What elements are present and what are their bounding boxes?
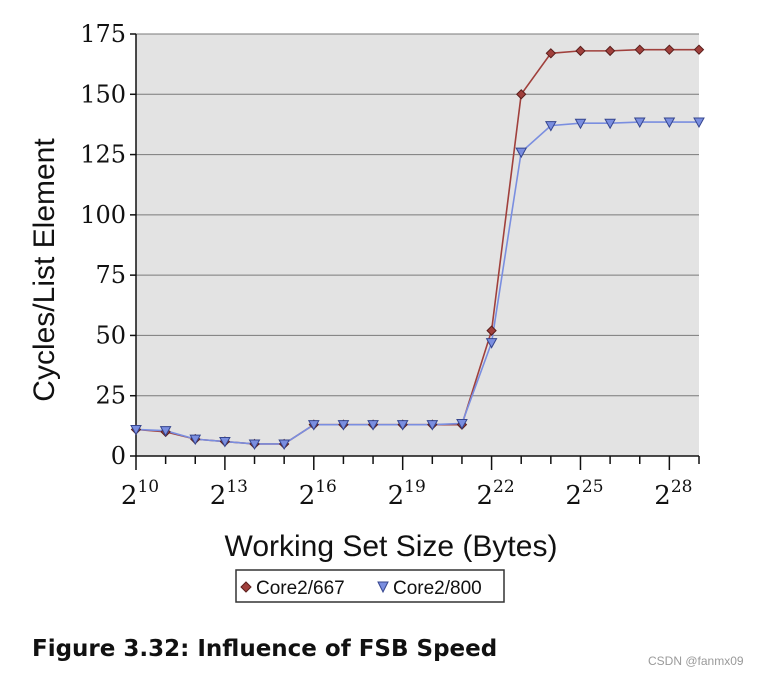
watermark-text: CSDN @fanmx09	[648, 654, 744, 668]
data-point-2-25	[574, 118, 587, 130]
data-point-1-25	[575, 45, 586, 57]
data-point-2-24	[544, 121, 557, 132]
data-point-2-17	[337, 420, 350, 431]
data-point-2-13	[219, 437, 231, 448]
data-point-1-27	[634, 44, 645, 55]
series-markers	[130, 44, 705, 450]
data-point-2-11	[159, 426, 172, 437]
y-tick-label-150: 150	[80, 80, 126, 108]
legend: Core2/667 Core2/800	[235, 569, 505, 603]
y-tick-label-175: 175	[80, 20, 126, 48]
data-point-2-29	[693, 117, 705, 129]
data-point-2-16	[307, 420, 320, 431]
data-point-2-15	[278, 439, 291, 450]
legend-box	[235, 569, 505, 603]
data-point-1-24	[545, 48, 557, 59]
data-point-2-18	[367, 420, 379, 431]
x-tick-label-2-pow-13: 213	[210, 477, 248, 511]
data-point-2-14	[248, 439, 261, 450]
data-point-1-28	[664, 44, 675, 55]
data-point-1-26	[604, 45, 616, 57]
gridlines	[136, 33, 699, 397]
plot-area	[136, 34, 699, 456]
data-point-2-26	[604, 118, 616, 130]
data-point-2-27	[633, 117, 646, 129]
data-point-2-19	[396, 420, 409, 431]
x-tick-label-2-pow-19: 219	[388, 477, 426, 511]
y-tick-label-0: 0	[111, 442, 126, 470]
y-axis-title: Cycles/List Element	[28, 138, 61, 402]
y-tick-label-50: 50	[95, 321, 126, 349]
data-point-2-22	[485, 338, 498, 349]
data-point-2-21	[456, 418, 468, 430]
x-tick-label-2-pow-22: 222	[476, 477, 514, 511]
y-tick-label-75: 75	[95, 261, 126, 289]
figure-caption: Figure 3.32: Influence of FSB Speed	[32, 636, 498, 662]
data-point-1-22	[486, 325, 497, 336]
axes	[130, 33, 700, 470]
legend-marker-core2-800	[377, 581, 389, 594]
x-tick-label-2-pow-10: 210	[121, 477, 159, 511]
legend-label-core2-800: Core2/800	[393, 578, 482, 599]
legend-marker-core2-667	[240, 581, 252, 593]
x-tick-label-2-pow-16: 216	[299, 477, 337, 511]
x-axis-title: Working Set Size (Bytes)	[225, 530, 558, 563]
data-point-2-23	[515, 147, 528, 159]
x-tick-label-2-pow-28: 228	[654, 477, 692, 511]
data-point-2-10	[130, 424, 142, 436]
series-line-core2-800	[135, 121, 699, 445]
data-point-2-12	[189, 434, 202, 446]
y-tick-label-25: 25	[95, 382, 126, 410]
y-tick-labels: 0 25 50 75 100 125 150 175	[80, 20, 126, 470]
data-point-1-29	[693, 44, 705, 55]
x-tick-labels: 210 213 216 219 222 225 228	[121, 477, 693, 511]
y-tick-label-100: 100	[80, 201, 126, 229]
data-point-2-20	[426, 420, 439, 431]
legend-label-core2-667: Core2/667	[256, 578, 345, 599]
data-point-2-28	[663, 117, 676, 129]
data-point-1-23	[516, 89, 527, 100]
y-tick-label-125: 125	[80, 141, 126, 169]
x-tick-label-2-pow-25: 225	[565, 477, 603, 511]
